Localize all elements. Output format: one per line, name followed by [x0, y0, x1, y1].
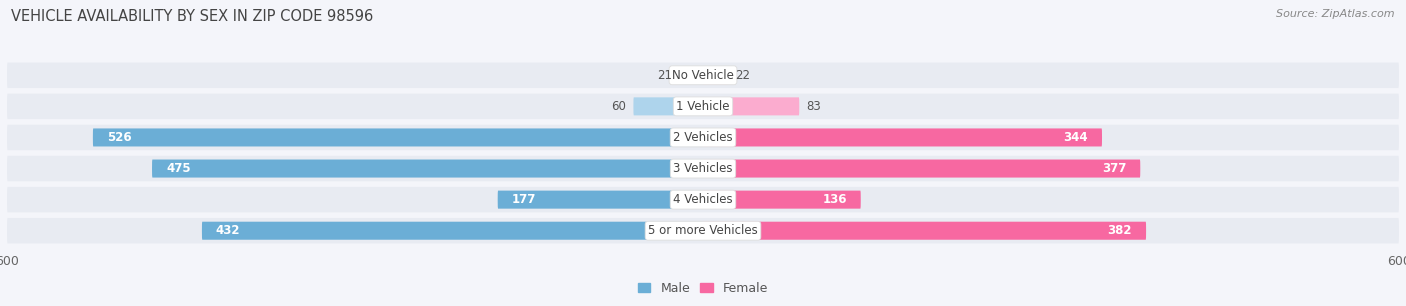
Text: No Vehicle: No Vehicle [672, 69, 734, 82]
Text: 136: 136 [823, 193, 846, 206]
Text: 83: 83 [806, 100, 821, 113]
Text: 3 Vehicles: 3 Vehicles [673, 162, 733, 175]
FancyBboxPatch shape [7, 94, 1399, 119]
Text: VEHICLE AVAILABILITY BY SEX IN ZIP CODE 98596: VEHICLE AVAILABILITY BY SEX IN ZIP CODE … [11, 9, 374, 24]
FancyBboxPatch shape [703, 191, 860, 209]
Legend: Male, Female: Male, Female [633, 277, 773, 300]
FancyBboxPatch shape [152, 159, 703, 177]
Text: 377: 377 [1102, 162, 1126, 175]
Text: 2 Vehicles: 2 Vehicles [673, 131, 733, 144]
Text: 60: 60 [612, 100, 627, 113]
Text: 1 Vehicle: 1 Vehicle [676, 100, 730, 113]
FancyBboxPatch shape [93, 129, 703, 147]
FancyBboxPatch shape [703, 159, 1140, 177]
Text: 475: 475 [166, 162, 191, 175]
FancyBboxPatch shape [7, 187, 1399, 212]
FancyBboxPatch shape [633, 97, 703, 115]
Text: 22: 22 [735, 69, 751, 82]
FancyBboxPatch shape [703, 97, 799, 115]
FancyBboxPatch shape [7, 156, 1399, 181]
FancyBboxPatch shape [202, 222, 703, 240]
FancyBboxPatch shape [7, 218, 1399, 244]
Text: 21: 21 [657, 69, 672, 82]
Text: 5 or more Vehicles: 5 or more Vehicles [648, 224, 758, 237]
Text: 344: 344 [1063, 131, 1088, 144]
FancyBboxPatch shape [498, 191, 703, 209]
Text: 526: 526 [107, 131, 131, 144]
FancyBboxPatch shape [7, 62, 1399, 88]
FancyBboxPatch shape [703, 129, 1102, 147]
FancyBboxPatch shape [7, 125, 1399, 150]
FancyBboxPatch shape [703, 66, 728, 84]
Text: 432: 432 [217, 224, 240, 237]
Text: 4 Vehicles: 4 Vehicles [673, 193, 733, 206]
Text: 382: 382 [1108, 224, 1132, 237]
Text: Source: ZipAtlas.com: Source: ZipAtlas.com [1277, 9, 1395, 19]
FancyBboxPatch shape [703, 222, 1146, 240]
Text: 177: 177 [512, 193, 536, 206]
FancyBboxPatch shape [679, 66, 703, 84]
